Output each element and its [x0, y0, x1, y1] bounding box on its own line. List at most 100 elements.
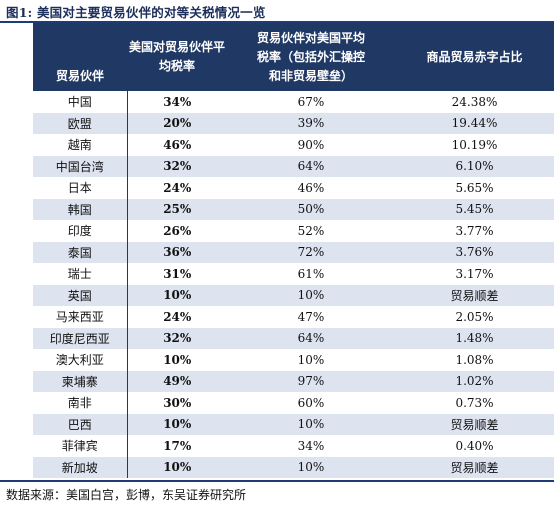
cell-us-rate: 26% — [163, 223, 192, 238]
cell-deficit-share: 1.08% — [455, 352, 494, 367]
header-partner-rate-line3: 和非贸易壁垒） — [268, 68, 353, 83]
cell-deficit-share: 贸易顺差 — [395, 284, 554, 306]
cell-partner: 柬埔寨 — [33, 370, 128, 392]
cell-partner-rate: 47% — [297, 309, 325, 324]
cell-deficit-share: 6.10% — [395, 155, 554, 177]
cell-partner-rate: 10% — [297, 352, 325, 367]
cell-partner: 巴西 — [33, 413, 128, 435]
table-row: 巴西 10% 10% 贸易顺差 — [33, 413, 554, 435]
cell-partner-rate: 90% — [297, 137, 325, 152]
cell-us-rate: 10% — [163, 352, 192, 367]
cell-partner: 中国 — [33, 91, 128, 113]
table-row: 南非 30% 60% 0.73% — [33, 392, 554, 414]
cell-partner: 英国 — [33, 284, 128, 306]
cell-deficit-share: 1.02% — [395, 370, 554, 392]
table-row: 菲律宾 17% 34% 0.40% — [33, 435, 554, 457]
cell-partner: 澳大利亚 — [33, 349, 128, 371]
cell-partner: 菲律宾 — [33, 435, 128, 457]
cell-us-rate: 10% — [127, 413, 227, 435]
cell-deficit-share: 10.19% — [451, 137, 498, 152]
cell-deficit-share: 5.65% — [455, 180, 494, 195]
cell-us-rate: 34% — [163, 94, 192, 109]
table-row: 澳大利亚 10% 10% 1.08% — [33, 349, 554, 371]
cell-partner: 泰国 — [33, 241, 128, 263]
cell-partner: 瑞士 — [33, 263, 128, 285]
cell-deficit-share: 2.05% — [455, 309, 494, 324]
header-partner-rate: 贸易伙伴对美国平均 税率（包括外汇操控 和非贸易壁垒） — [227, 23, 395, 91]
cell-deficit-share: 0.73% — [455, 395, 494, 410]
cell-partner: 印度 — [33, 220, 128, 242]
table-row: 印度 26% 52% 3.77% — [33, 220, 554, 242]
cell-partner: 中国台湾 — [33, 155, 128, 177]
cell-partner: 日本 — [33, 177, 128, 199]
header-partner-rate-line1: 贸易伙伴对美国平均 — [256, 30, 365, 45]
cell-partner-rate: 46% — [297, 180, 325, 195]
table-row: 瑞士 31% 61% 3.17% — [33, 263, 554, 285]
cell-partner-rate: 64% — [227, 155, 395, 177]
cell-partner-rate: 10% — [227, 413, 395, 435]
table-row: 中国台湾 32% 64% 6.10% — [33, 155, 554, 177]
cell-partner-rate: 60% — [297, 395, 325, 410]
cell-partner: 越南 — [33, 134, 128, 156]
cell-deficit-share: 0.40% — [455, 438, 494, 453]
header-deficit-share-label: 商品贸易赤字占比 — [426, 49, 523, 64]
cell-deficit-share: 19.44% — [395, 112, 554, 134]
table-row: 印度尼西亚 32% 64% 1.48% — [33, 327, 554, 349]
cell-partner-rate: 10% — [227, 456, 395, 478]
cell-partner: 南非 — [33, 392, 128, 414]
cell-us-rate: 32% — [127, 155, 227, 177]
header-us-rate-line2: 均税率 — [158, 59, 195, 73]
table-header: 贸易伙伴 美国对贸易伙伴平 均税率 贸易伙伴对美国平均 税率（包括外汇操控 和非… — [33, 23, 554, 91]
cell-partner-rate: 34% — [297, 438, 325, 453]
cell-us-rate: 20% — [127, 112, 227, 134]
cell-partner-rate: 97% — [227, 370, 395, 392]
cell-partner-rate: 61% — [297, 266, 325, 281]
cell-us-rate: 17% — [163, 438, 192, 453]
cell-us-rate: 25% — [127, 198, 227, 220]
cell-partner: 新加坡 — [33, 456, 128, 478]
cell-us-rate: 10% — [127, 456, 227, 478]
table-row: 新加坡 10% 10% 贸易顺差 — [33, 456, 554, 478]
cell-partner-rate: 72% — [227, 241, 395, 263]
cell-us-rate: 10% — [127, 284, 227, 306]
header-partner-label: 贸易伙伴 — [55, 69, 104, 83]
cell-us-rate: 36% — [127, 241, 227, 263]
cell-us-rate: 30% — [163, 395, 192, 410]
cell-partner-rate: 50% — [227, 198, 395, 220]
cell-us-rate: 49% — [127, 370, 227, 392]
header-row: 贸易伙伴 美国对贸易伙伴平 均税率 贸易伙伴对美国平均 税率（包括外汇操控 和非… — [33, 23, 554, 91]
header-us-rate: 美国对贸易伙伴平 均税率 — [127, 23, 227, 91]
header-partner-rate-line2: 税率（包括外汇操控 — [256, 49, 365, 64]
cell-us-rate: 24% — [163, 309, 192, 324]
cell-partner-rate: 52% — [297, 223, 325, 238]
table-row: 泰国 36% 72% 3.76% — [33, 241, 554, 263]
cell-us-rate: 32% — [127, 327, 227, 349]
figure-title: 图1: 美国对主要贸易伙伴的对等关税情况一览 — [6, 5, 266, 20]
cell-deficit-share: 贸易顺差 — [395, 456, 554, 478]
cell-partner-rate: 39% — [227, 112, 395, 134]
data-source: 数据来源：美国白宫，彭博，东吴证券研究所 — [6, 488, 247, 502]
cell-partner-rate: 67% — [297, 94, 325, 109]
cell-partner: 印度尼西亚 — [33, 327, 128, 349]
table-row: 韩国 25% 50% 5.45% — [33, 198, 554, 220]
cell-deficit-share: 贸易顺差 — [395, 413, 554, 435]
table-row: 马来西亚 24% 47% 2.05% — [33, 306, 554, 328]
header-deficit-share: 商品贸易赤字占比 — [395, 23, 554, 91]
cell-deficit-share: 3.17% — [455, 266, 494, 281]
cell-deficit-share: 5.45% — [395, 198, 554, 220]
table-row: 中国 34% 67% 24.38% — [33, 91, 554, 113]
cell-us-rate: 24% — [163, 180, 192, 195]
header-partner: 贸易伙伴 — [33, 23, 127, 91]
cell-partner: 马来西亚 — [33, 306, 128, 328]
cell-us-rate: 46% — [163, 137, 192, 152]
table-row: 越南 46% 90% 10.19% — [33, 134, 554, 156]
cell-partner-rate: 64% — [227, 327, 395, 349]
cell-partner: 韩国 — [33, 198, 128, 220]
table-row: 柬埔寨 49% 97% 1.02% — [33, 370, 554, 392]
cell-deficit-share: 1.48% — [395, 327, 554, 349]
table-body: 中国 34% 67% 24.38% 欧盟 20% 39% 19.44% 越南 46% 90% 10.1… — [33, 91, 554, 478]
bottom-divider — [0, 480, 554, 482]
cell-partner: 欧盟 — [33, 112, 128, 134]
title-divider — [0, 21, 554, 23]
cell-deficit-share: 3.77% — [455, 223, 494, 238]
